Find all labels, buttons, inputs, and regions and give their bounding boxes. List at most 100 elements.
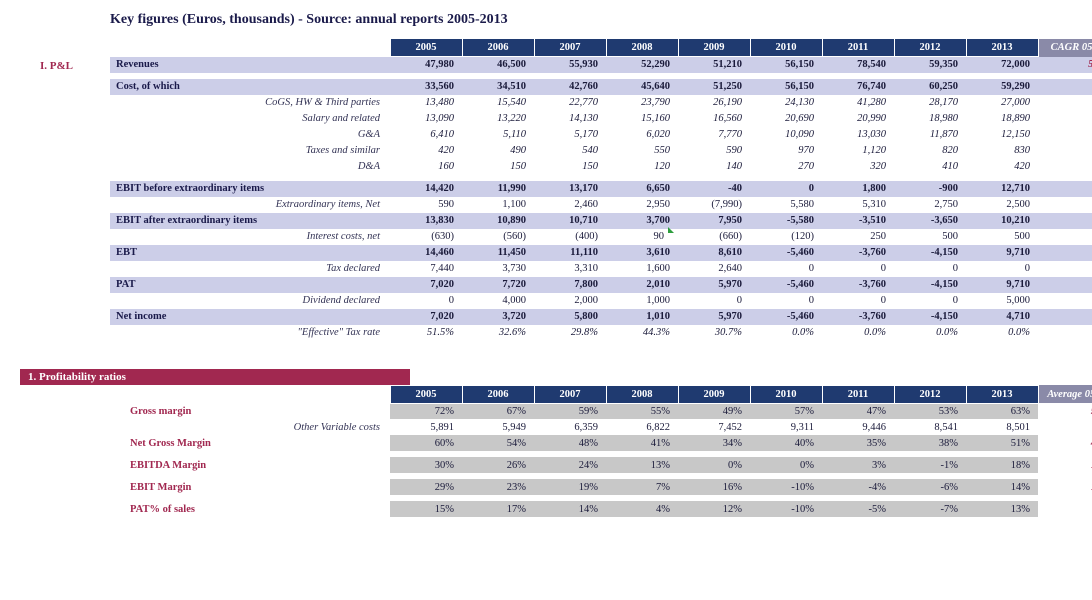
cell: 1,000 xyxy=(606,293,678,309)
cell: 9,311 xyxy=(750,419,822,435)
cell: -3,760 xyxy=(822,245,894,261)
ratio-table: 200520062007200820092010201120122013Aver… xyxy=(110,385,1092,518)
cell: 2,950 xyxy=(606,197,678,213)
cell: 55% xyxy=(606,403,678,419)
table-row: Dividend declared04,0002,0001,00000005,0… xyxy=(110,293,1092,309)
agg-cell xyxy=(1038,293,1092,309)
cell: 63% xyxy=(966,403,1038,419)
cell: 67% xyxy=(462,403,534,419)
cell: -5,460 xyxy=(750,277,822,293)
cell: 57% xyxy=(750,403,822,419)
table-row: Tax declared7,4403,7303,3101,6002,640000… xyxy=(110,261,1092,277)
table-row: PAT7,0207,7207,8002,0105,970-5,460-3,760… xyxy=(110,277,1092,293)
cell: 0 xyxy=(822,293,894,309)
agg-cell: 58% xyxy=(1038,403,1092,419)
col-head-2006: 2006 xyxy=(462,39,534,57)
cell: 5,891 xyxy=(390,419,462,435)
cell: 1,010 xyxy=(606,309,678,325)
cell: 0 xyxy=(966,261,1038,277)
page-title: Key figures (Euros, thousands) - Source:… xyxy=(110,12,1072,28)
cell: 52,290 xyxy=(606,57,678,73)
cell: 59,350 xyxy=(894,57,966,73)
table-row: Cost, of which33,56034,51042,76045,64051… xyxy=(110,79,1092,95)
cell: 6,822 xyxy=(606,419,678,435)
cell: 56,150 xyxy=(750,79,822,95)
cell: (660) xyxy=(678,229,750,245)
cell: 0.0% xyxy=(966,325,1038,341)
row-sublabel: "Effective" Tax rate xyxy=(110,325,390,341)
cell: 46,500 xyxy=(462,57,534,73)
cell: 14,420 xyxy=(390,181,462,197)
cell: 14% xyxy=(534,501,606,517)
cell: 18% xyxy=(966,457,1038,473)
cell: 29.8% xyxy=(534,325,606,341)
cell: 41,280 xyxy=(822,95,894,111)
col-head-2012: 2012 xyxy=(894,385,966,403)
row-sublabel: Extraordinary items, Net xyxy=(110,197,390,213)
table-row: Revenues47,98046,50055,93052,29051,21056… xyxy=(110,57,1092,73)
cell: 13,170 xyxy=(534,181,606,197)
cell: (120) xyxy=(750,229,822,245)
cell: 15% xyxy=(390,501,462,517)
cell: 60% xyxy=(390,435,462,451)
cell: 5,580 xyxy=(750,197,822,213)
cell: 38% xyxy=(894,435,966,451)
table-row: Net income7,0203,7205,8001,0105,970-5,46… xyxy=(110,309,1092,325)
cell: 10,090 xyxy=(750,127,822,143)
cell: 0.0% xyxy=(822,325,894,341)
pnl-section: I. P&L 200520062007200820092010201120122… xyxy=(20,38,1072,341)
cell: 15,540 xyxy=(462,95,534,111)
table-row: Other Variable costs5,8915,9496,3596,822… xyxy=(110,419,1092,435)
cell: 5,970 xyxy=(678,309,750,325)
cell: 7,770 xyxy=(678,127,750,143)
cell: 0 xyxy=(678,293,750,309)
table-row: EBIT after extraordinary items13,83010,8… xyxy=(110,213,1092,229)
row-sublabel: Interest costs, net xyxy=(110,229,390,245)
cell: -4% xyxy=(822,479,894,495)
cell: 1,100 xyxy=(462,197,534,213)
cell: 9,446 xyxy=(822,419,894,435)
cell: 0% xyxy=(678,457,750,473)
cell: 41% xyxy=(606,435,678,451)
cell: 11,990 xyxy=(462,181,534,197)
col-head-2011: 2011 xyxy=(822,39,894,57)
cell: 590 xyxy=(390,197,462,213)
cell: 47,980 xyxy=(390,57,462,73)
cell: 33,560 xyxy=(390,79,462,95)
cell: 7,800 xyxy=(534,277,606,293)
row-sublabel: Tax declared xyxy=(110,261,390,277)
cell: 2,460 xyxy=(534,197,606,213)
cell: 7% xyxy=(606,479,678,495)
cell: 0.0% xyxy=(750,325,822,341)
cell: 60,250 xyxy=(894,79,966,95)
row-label: EBT xyxy=(110,245,390,261)
cell: 4,710 xyxy=(966,309,1038,325)
col-head-2005: 2005 xyxy=(390,385,462,403)
cell: 27,000 xyxy=(966,95,1038,111)
cell: 5,970 xyxy=(678,277,750,293)
cell: 24% xyxy=(534,457,606,473)
cell: 51,250 xyxy=(678,79,750,95)
cell: 15,160 xyxy=(606,111,678,127)
cell: 0 xyxy=(894,293,966,309)
cell: 18,890 xyxy=(966,111,1038,127)
cell: 54% xyxy=(462,435,534,451)
cell: 17% xyxy=(462,501,534,517)
col-head-agg: Average 05-13 xyxy=(1038,385,1092,403)
cell: 24,130 xyxy=(750,95,822,111)
col-head-2008: 2008 xyxy=(606,39,678,57)
row-label: Net income xyxy=(110,309,390,325)
cell: 13,480 xyxy=(390,95,462,111)
table-row: Interest costs, net(630)(560)(400)90(660… xyxy=(110,229,1092,245)
col-head-2007: 2007 xyxy=(534,385,606,403)
col-head-2013: 2013 xyxy=(966,385,1038,403)
cell: 2,500 xyxy=(966,197,1038,213)
cell: 51,210 xyxy=(678,57,750,73)
cell: 7,440 xyxy=(390,261,462,277)
cell: 3,310 xyxy=(534,261,606,277)
agg-cell xyxy=(1038,159,1092,175)
cell: 34,510 xyxy=(462,79,534,95)
cell: 6,650 xyxy=(606,181,678,197)
cell: 9,710 xyxy=(966,277,1038,293)
agg-cell xyxy=(1038,261,1092,277)
